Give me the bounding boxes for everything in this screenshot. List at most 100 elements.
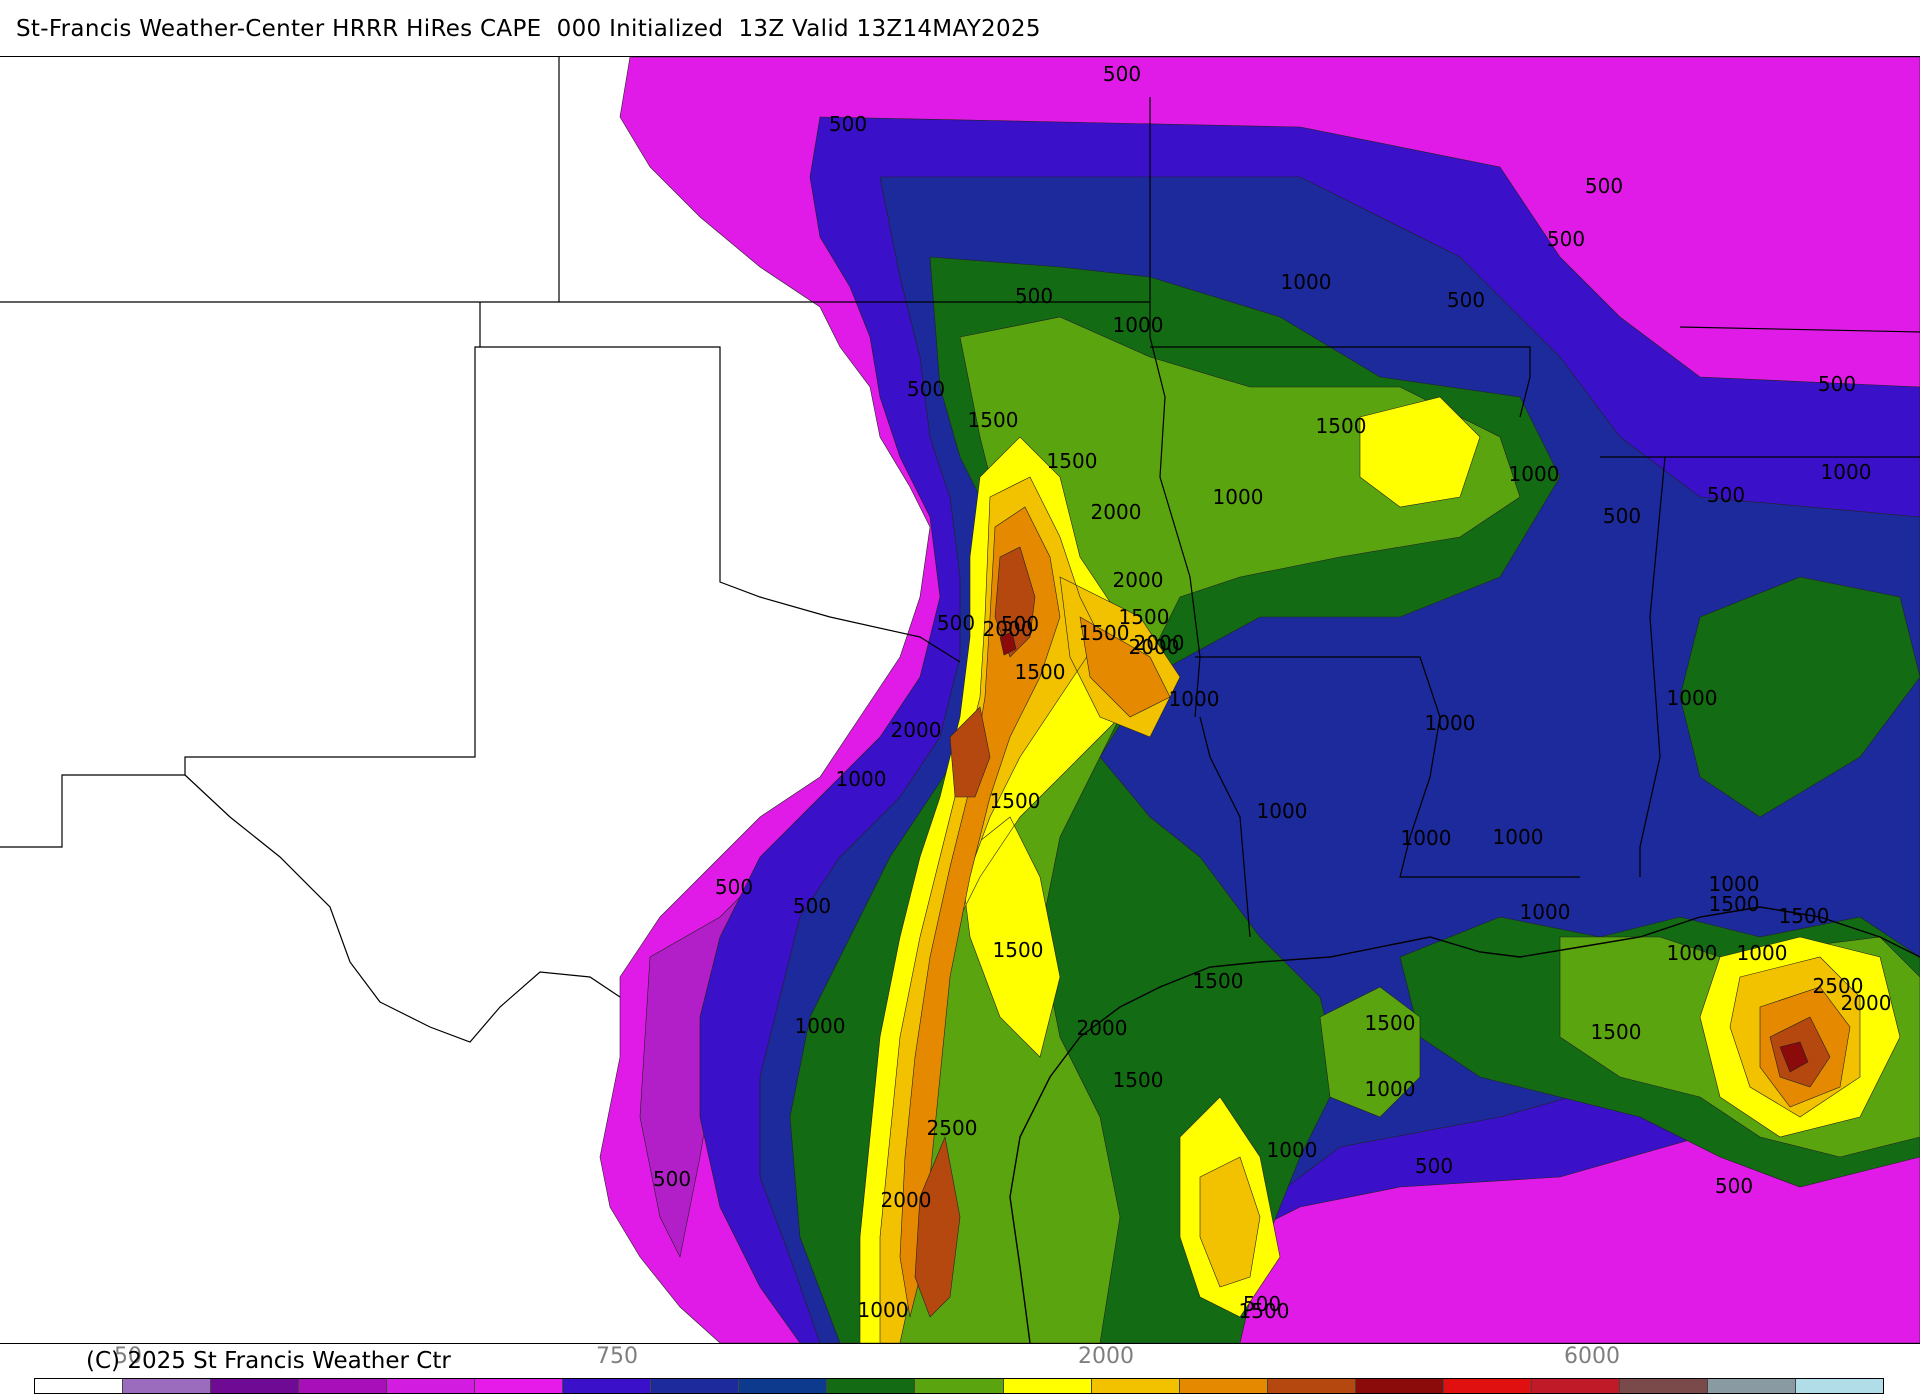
contour-label: 1500 <box>1709 892 1760 916</box>
colorbar-tick-label: 6000 <box>1564 1344 1620 1369</box>
contour-label: 500 <box>1103 62 1141 86</box>
contour-label: 500 <box>1818 372 1856 396</box>
colorbar-swatch <box>1707 1379 1796 1393</box>
contour-label: 1000 <box>1425 711 1476 735</box>
colorbar-swatch <box>1531 1379 1620 1393</box>
contour-label: 500 <box>1715 1174 1753 1198</box>
colorbar-swatch <box>651 1379 740 1393</box>
border-line <box>1199 716 1251 938</box>
contour-label: 1000 <box>858 1298 909 1322</box>
colorbar-tick-label: 750 <box>596 1344 638 1369</box>
colorbar-tick-label: 2000 <box>1078 1344 1134 1369</box>
contour-label: 500 <box>1707 483 1745 507</box>
contour-label: 1000 <box>1213 485 1264 509</box>
contour-label: 2000 <box>1077 1016 1128 1040</box>
contour-label: 500 <box>937 611 975 635</box>
colorbar-swatch <box>475 1379 564 1393</box>
colorbar-swatch <box>827 1379 916 1393</box>
contour-label: 1500 <box>1193 969 1244 993</box>
contour-label: 500 <box>829 112 867 136</box>
colorbar-swatch <box>1619 1379 1708 1393</box>
contour-label: 1500 <box>1779 904 1830 928</box>
contour-label: 1000 <box>1509 462 1560 486</box>
map-title: St-Francis Weather-Center HRRR HiRes CAP… <box>16 16 1041 42</box>
contour-label: 1000 <box>1821 460 1872 484</box>
contour-label: 1000 <box>1667 686 1718 710</box>
colorbar-swatch <box>299 1379 388 1393</box>
contour-labels: 500 500 500 500 500 500 500 500 500 500 500 500 500 5… <box>653 62 1892 1323</box>
contour-label: 2500 <box>1813 974 1864 998</box>
contour-label: 1000 <box>1401 826 1452 850</box>
contour-label: 1500 <box>993 938 1044 962</box>
colorbar-swatch <box>123 1379 212 1393</box>
colorbar-swatch <box>1267 1379 1356 1393</box>
contour-label: 1500 <box>1079 621 1130 645</box>
coast-line <box>1009 906 1920 1343</box>
colorbar-swatch <box>563 1379 652 1393</box>
contour-label: 2000 <box>881 1188 932 1212</box>
colorbar-swatch <box>1795 1379 1883 1393</box>
colorbar-tick-labels: 50 750 2000 6000 <box>0 1344 1920 1376</box>
colorbar-swatch <box>1179 1379 1268 1393</box>
contour-label: 1500 <box>1113 1068 1164 1092</box>
contour-label: 500 <box>1415 1154 1453 1178</box>
colorbar-swatch <box>1443 1379 1532 1393</box>
colorbar-swatch <box>35 1379 124 1393</box>
contour-label: 1000 <box>1113 313 1164 337</box>
colorbar-swatch <box>1091 1379 1180 1393</box>
contour-label: 1500 <box>1015 660 1066 684</box>
contour-label: 500 <box>907 377 945 401</box>
contour-label: 1000 <box>1257 799 1308 823</box>
contour-label: 500 <box>1547 227 1585 251</box>
contour-label: 2500 <box>927 1116 978 1140</box>
cape-shaded-fields <box>599 57 1920 1343</box>
contour-label: 1500 <box>1047 449 1098 473</box>
contour-label: 1000 <box>1365 1077 1416 1101</box>
contour-label: 1500 <box>1591 1020 1642 1044</box>
contour-label: 1000 <box>1281 270 1332 294</box>
contour-label: 2000 <box>1841 991 1892 1015</box>
contour-label: 1500 <box>1365 1011 1416 1035</box>
contour-label: 2000 <box>983 617 1034 641</box>
contour-label: 1500 <box>1119 605 1170 629</box>
contour-label: 2000 <box>1113 568 1164 592</box>
colorbar-tick-label: 50 <box>114 1344 142 1369</box>
colorbar-swatch <box>387 1379 476 1393</box>
contour-label: 1000 <box>836 767 887 791</box>
contour-label: 1000 <box>1493 825 1544 849</box>
colorbar-swatch <box>915 1379 1004 1393</box>
gulf-coastline <box>1009 906 1920 1343</box>
contour-label: 2000 <box>891 718 942 742</box>
contour-label: 1500 <box>1239 1299 1290 1323</box>
contour-label: 1500 <box>990 789 1041 813</box>
contour-label: 500 <box>1243 1292 1281 1316</box>
border-line <box>479 302 961 663</box>
border-line <box>1639 456 1666 877</box>
contour-label: 1000 <box>1667 941 1718 965</box>
contour-label: 500 <box>1015 284 1053 308</box>
colorbar-swatch <box>211 1379 300 1393</box>
contour-label: 1000 <box>1169 687 1220 711</box>
contour-label: 500 <box>653 1167 691 1191</box>
cape-map[interactable]: 500 500 500 500 500 500 500 500 500 500 500 500 500 5… <box>0 56 1920 1344</box>
contour-label: 1000 <box>1520 900 1571 924</box>
state-borders <box>0 57 1920 1043</box>
copyright-text: (C) 2025 St Francis Weather Ctr <box>86 1348 451 1374</box>
cape-field-dark-red <box>999 631 1809 1073</box>
contour-label: 500 <box>793 894 831 918</box>
contour-label: 500 <box>1001 612 1039 636</box>
contour-label: 500 <box>1447 288 1485 312</box>
cape-map-canvas: 500 500 500 500 500 500 500 500 500 500 500 500 500 5… <box>0 57 1920 1343</box>
contour-label: 2000 <box>1091 500 1142 524</box>
contour-label: 1500 <box>968 408 1019 432</box>
colorbar-swatch <box>1003 1379 1092 1393</box>
contour-label: 1000 <box>1709 872 1760 896</box>
contour-label: 500 <box>1603 504 1641 528</box>
border-line <box>184 774 621 1043</box>
colorbar-swatch <box>739 1379 828 1393</box>
contour-label: 1000 <box>1737 941 1788 965</box>
border-line <box>1679 326 1920 333</box>
border-line <box>1195 656 1580 878</box>
contour-label: 2000 <box>1134 631 1185 655</box>
cape-colorbar <box>34 1378 1884 1394</box>
